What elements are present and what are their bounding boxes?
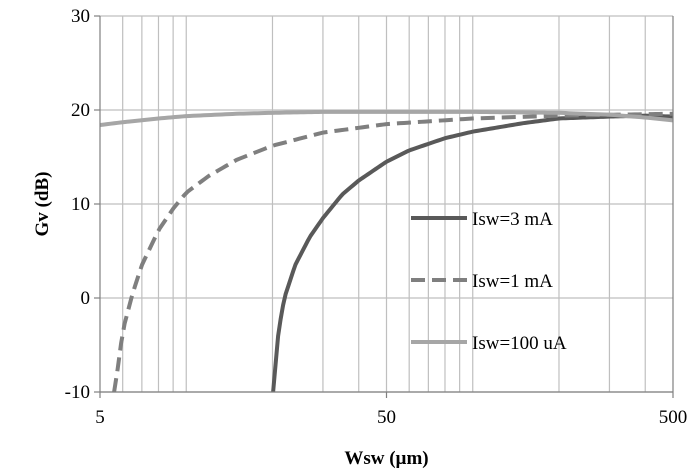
x-axis-title: Wsw (µm) [344,448,428,469]
y-tick-label: 0 [81,288,91,309]
x-tick-label: 50 [377,407,396,428]
y-tick-label: -10 [65,382,90,403]
series-lines [100,109,673,393]
y-axis-title: Gv (dB) [32,172,53,237]
x-tick-label: 500 [659,407,688,428]
series-line-2 [112,111,673,393]
x-tick-label: 5 [95,407,105,428]
grid-lines [100,15,673,393]
legend: Isw=3 mA Isw=1 mA Isw=100 uA [411,209,567,354]
series-line-1 [271,113,673,393]
series-line-3 [100,109,673,128]
y-tick-label: 20 [71,100,90,121]
legend-label-2: Isw=1 mA [472,271,553,292]
legend-label-3: Isw=100 uA [472,333,567,354]
legend-label-1: Isw=3 mA [472,209,553,230]
axes: -10 0 10 20 30 5 50 500 [65,6,688,428]
y-tick-label: 10 [71,194,90,215]
y-tick-label: 30 [71,6,90,27]
